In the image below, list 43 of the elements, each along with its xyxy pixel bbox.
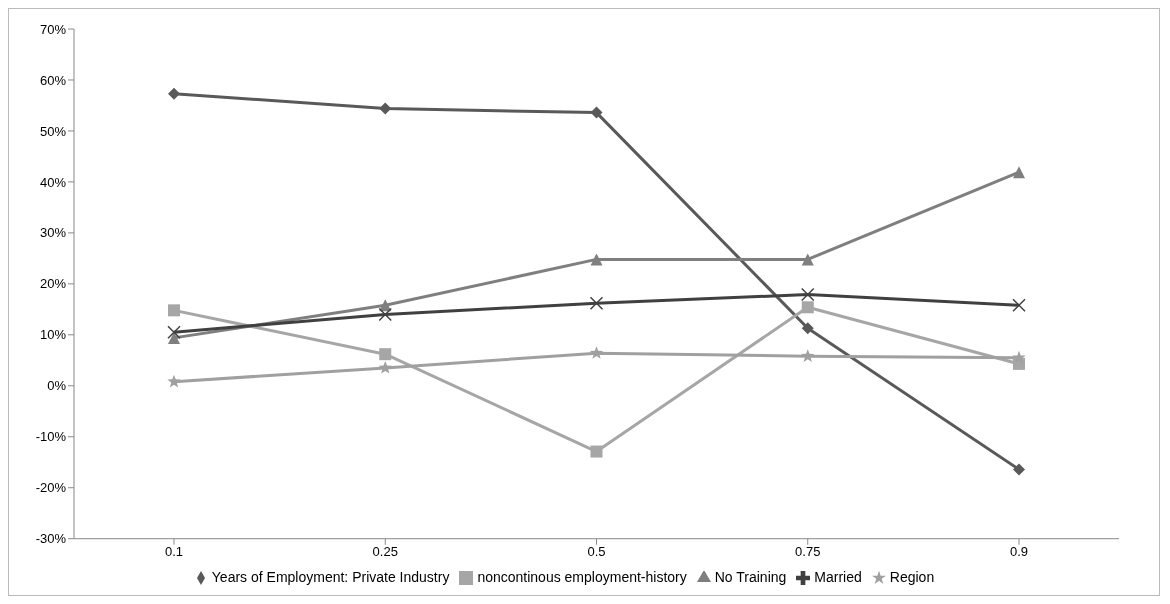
y-tick-label: 70% [39,21,67,37]
legend-label: Region [889,568,935,585]
legend-label: Years of Employment: Private Industry [211,568,450,585]
legend-label: noncontinous employment-history [477,568,687,585]
point [590,253,603,266]
point [168,304,180,317]
x-tick-label: 0.5 [587,543,606,559]
y-tick-label: 60% [39,72,67,88]
x-tick-label: 0.9 [1009,543,1029,559]
y-tick-label: 10% [39,327,67,343]
point [378,307,392,322]
x-tick-label: 0.25 [372,543,398,559]
y-tick-label: 20% [39,276,67,292]
point [801,322,814,335]
point [590,106,603,119]
legend-label: Married [814,568,862,585]
y-tick-label: 50% [39,123,67,139]
point [590,445,603,458]
point [167,374,181,388]
point [801,253,814,266]
y-tick-label: -20% [35,480,67,496]
point [589,296,604,310]
legend-label: No Training [714,568,787,585]
point [801,301,814,314]
point [801,287,815,302]
point [801,349,815,362]
point [1012,298,1026,313]
point [378,360,392,374]
x-tick-label: 0.1 [164,543,184,559]
point [1012,350,1026,364]
x-tick-label: 0.75 [795,543,821,559]
point [379,348,392,361]
y-tick-label: 0% [47,378,67,394]
point [1013,463,1025,476]
point [589,346,604,359]
y-tick-label: 30% [39,225,67,241]
point [167,325,181,340]
point [168,87,180,100]
y-tick-label: 40% [39,174,67,190]
point [1013,166,1025,179]
y-tick-label: -10% [35,429,67,445]
point [379,102,392,115]
y-tick-label: -30% [35,531,67,547]
